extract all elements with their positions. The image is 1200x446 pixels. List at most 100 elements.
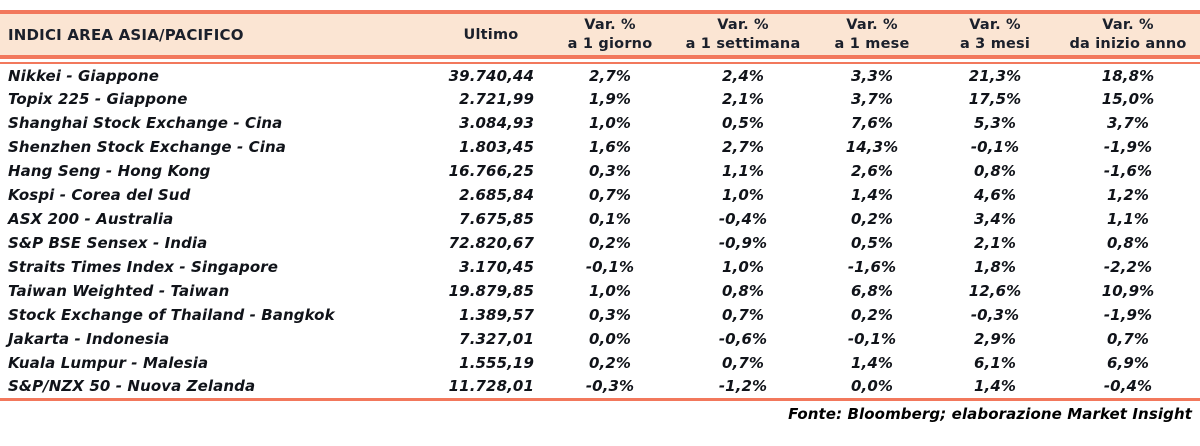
var-inizio-anno-value: 6,9%	[1106, 354, 1149, 372]
var-3-mesi-value: 17,5%	[968, 90, 1022, 108]
column-header-line2: da inizio anno	[1069, 35, 1187, 52]
ultimo-value: 1.555,19	[459, 354, 534, 372]
index-name: Topix 225 - Giappone	[8, 90, 188, 108]
var-1-giorno-value: 1,0%	[588, 114, 631, 132]
var-1-giorno-value: 0,0%	[588, 330, 631, 348]
var-1-mese-value: 1,4%	[850, 186, 893, 204]
table-title: INDICI AREA ASIA/PACIFICO	[0, 10, 438, 59]
column-header-line1: Var. %	[969, 16, 1021, 33]
var-3-mesi-value: 2,1%	[973, 234, 1016, 252]
table-row: S&P/NZX 50 - Nuova Zelanda 11.728,01 -0,…	[0, 375, 1200, 401]
var-1-giorno-value: 1,0%	[588, 282, 631, 300]
var-1-settimana-value: 1,1%	[721, 162, 764, 180]
var-inizio-anno-value: -2,2%	[1103, 258, 1153, 276]
var-inizio-anno-value: -0,4%	[1056, 375, 1200, 401]
var-1-settimana-value: 2,4%	[721, 66, 764, 85]
table-row: S&P BSE Sensex - India 72.820,67 0,2% -0…	[0, 231, 1200, 255]
var-3-mesi-value: -0,3%	[970, 306, 1020, 324]
index-name: Jakarta - Indonesia	[8, 330, 170, 348]
var-1-mese-value: 1,4%	[850, 354, 893, 372]
column-header-line1: Var. %	[1102, 16, 1154, 33]
var-3-mesi-value: 6,1%	[973, 354, 1016, 372]
ultimo-value: 11.728,01	[438, 375, 544, 401]
index-name: ASX 200 - Australia	[8, 210, 174, 228]
column-header-var-inizio-anno: Var. % da inizio anno	[1056, 10, 1200, 59]
ultimo-value: 19.879,85	[448, 282, 534, 300]
var-1-giorno-value: 1,9%	[588, 90, 631, 108]
var-1-mese-value: 7,6%	[850, 114, 893, 132]
var-inizio-anno-value: 18,8%	[1101, 66, 1155, 85]
var-1-mese-value: -0,1%	[847, 330, 897, 348]
var-inizio-anno-value: 0,7%	[1106, 330, 1149, 348]
indices-table: INDICI AREA ASIA/PACIFICO Ultimo Var. % …	[0, 10, 1200, 401]
header-row: INDICI AREA ASIA/PACIFICO Ultimo Var. % …	[0, 10, 1200, 59]
var-1-mese-value: 0,0%	[810, 375, 934, 401]
index-name: Stock Exchange of Thailand - Bangkok	[8, 306, 335, 324]
ultimo-value: 39.740,44	[448, 66, 534, 85]
index-name: Taiwan Weighted - Taiwan	[8, 282, 230, 300]
var-1-settimana-value: 0,7%	[721, 306, 764, 324]
table-body: Nikkei - Giappone 39.740,44 2,7% 2,4% 3,…	[0, 63, 1200, 401]
table-row: Kuala Lumpur - Malesia 1.555,19 0,2% 0,7…	[0, 351, 1200, 375]
var-1-giorno-value: 0,3%	[588, 306, 631, 324]
var-1-giorno-value: -0,3%	[544, 375, 676, 401]
table-row: Nikkei - Giappone 39.740,44 2,7% 2,4% 3,…	[0, 63, 1200, 87]
var-3-mesi-value: 0,8%	[973, 162, 1016, 180]
var-1-giorno-value: 0,3%	[588, 162, 631, 180]
var-inizio-anno-value: 1,1%	[1106, 210, 1149, 228]
table-row: Kospi - Corea del Sud 2.685,84 0,7% 1,0%…	[0, 183, 1200, 207]
var-1-settimana-value: -0,9%	[718, 234, 768, 252]
var-inizio-anno-value: -1,6%	[1103, 162, 1153, 180]
table-row: Shanghai Stock Exchange - Cina 3.084,93 …	[0, 111, 1200, 135]
column-header-var-1-giorno: Var. % a 1 giorno	[544, 10, 676, 59]
index-name: S&P/NZX 50 - Nuova Zelanda	[0, 375, 438, 401]
var-inizio-anno-value: 10,9%	[1101, 282, 1155, 300]
var-1-giorno-value: 0,1%	[588, 210, 631, 228]
column-header-var-3-mesi: Var. % a 3 mesi	[934, 10, 1056, 59]
var-1-settimana-value: -0,6%	[718, 330, 768, 348]
var-1-giorno-value: 2,7%	[588, 66, 631, 85]
var-1-settimana-value: -0,4%	[718, 210, 768, 228]
ultimo-value: 3.084,93	[459, 114, 534, 132]
table-row: Hang Seng - Hong Kong 16.766,25 0,3% 1,1…	[0, 159, 1200, 183]
var-1-mese-value: 2,6%	[850, 162, 893, 180]
var-1-settimana-value: 2,1%	[721, 90, 764, 108]
ultimo-value: 72.820,67	[448, 234, 534, 252]
ultimo-value: 2.721,99	[459, 90, 534, 108]
var-inizio-anno-value: 0,8%	[1106, 234, 1149, 252]
var-3-mesi-value: 4,6%	[973, 186, 1016, 204]
var-1-settimana-value: 0,8%	[721, 282, 764, 300]
var-1-settimana-value: 1,0%	[721, 258, 764, 276]
var-inizio-anno-value: -1,9%	[1103, 138, 1153, 156]
ultimo-value: 7.327,01	[459, 330, 534, 348]
column-header-line2: a 3 mesi	[959, 35, 1031, 52]
var-3-mesi-value: 2,9%	[973, 330, 1016, 348]
table-row: Stock Exchange of Thailand - Bangkok 1.3…	[0, 303, 1200, 327]
column-header-line1: Var. %	[846, 16, 898, 33]
var-1-settimana-value: -1,2%	[676, 375, 810, 401]
var-1-settimana-value: 0,5%	[721, 114, 764, 132]
index-name: Kospi - Corea del Sud	[8, 186, 191, 204]
index-name: Kuala Lumpur - Malesia	[8, 354, 209, 372]
var-1-settimana-value: 1,0%	[721, 186, 764, 204]
var-3-mesi-value: 21,3%	[968, 66, 1022, 85]
var-3-mesi-value: 3,4%	[973, 210, 1016, 228]
var-1-mese-value: 3,7%	[850, 90, 893, 108]
var-1-giorno-value: -0,1%	[585, 258, 635, 276]
column-header-line2: a 1 mese	[834, 35, 910, 52]
var-inizio-anno-value: 3,7%	[1106, 114, 1149, 132]
column-header-var-1-mese: Var. % a 1 mese	[810, 10, 934, 59]
ultimo-value: 7.675,85	[459, 210, 534, 228]
var-inizio-anno-value: 15,0%	[1101, 90, 1155, 108]
table-row: Topix 225 - Giappone 2.721,99 1,9% 2,1% …	[0, 87, 1200, 111]
table-row: Jakarta - Indonesia 7.327,01 0,0% -0,6% …	[0, 327, 1200, 351]
double-rule	[0, 57, 1200, 64]
var-1-mese-value: -1,6%	[847, 258, 897, 276]
table-row: Taiwan Weighted - Taiwan 19.879,85 1,0% …	[0, 279, 1200, 303]
var-3-mesi-value: 12,6%	[968, 282, 1022, 300]
index-name: Straits Times Index - Singapore	[8, 258, 278, 276]
var-1-giorno-value: 0,2%	[588, 234, 631, 252]
var-3-mesi-value: 5,3%	[973, 114, 1016, 132]
ultimo-value: 1.803,45	[459, 138, 534, 156]
var-1-mese-value: 3,3%	[850, 66, 893, 85]
